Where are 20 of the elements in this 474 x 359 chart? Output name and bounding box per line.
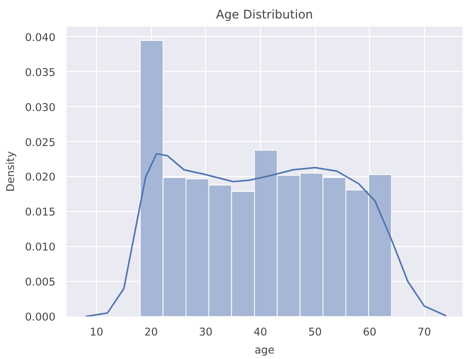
y-tick-label: 0.000 bbox=[24, 310, 56, 324]
x-tick-label: 10 bbox=[90, 326, 104, 338]
x-tick-label: 40 bbox=[254, 326, 268, 338]
y-tick-label: 0.040 bbox=[24, 30, 56, 44]
x-tick-label: 60 bbox=[362, 326, 377, 338]
y-axis-title: Density bbox=[4, 151, 17, 192]
y-tick-label: 0.020 bbox=[24, 170, 56, 184]
y-tick-label: 0.010 bbox=[24, 240, 56, 254]
x-tick-label: 70 bbox=[417, 326, 432, 338]
y-tick-label: 0.035 bbox=[24, 66, 56, 79]
line-series bbox=[84, 152, 447, 316]
y-tick-label: 0.030 bbox=[24, 100, 56, 114]
x-axis-title: age bbox=[254, 344, 274, 356]
chart-title: Age Distribution bbox=[216, 8, 314, 22]
y-tick-label: 0.005 bbox=[24, 276, 56, 289]
x-tick-label: 20 bbox=[144, 326, 158, 338]
y-tick-label: 0.025 bbox=[24, 136, 56, 149]
x-tick-label: 50 bbox=[308, 326, 322, 338]
y-tick-label: 0.015 bbox=[24, 206, 56, 219]
x-tick-label: 30 bbox=[199, 326, 213, 338]
